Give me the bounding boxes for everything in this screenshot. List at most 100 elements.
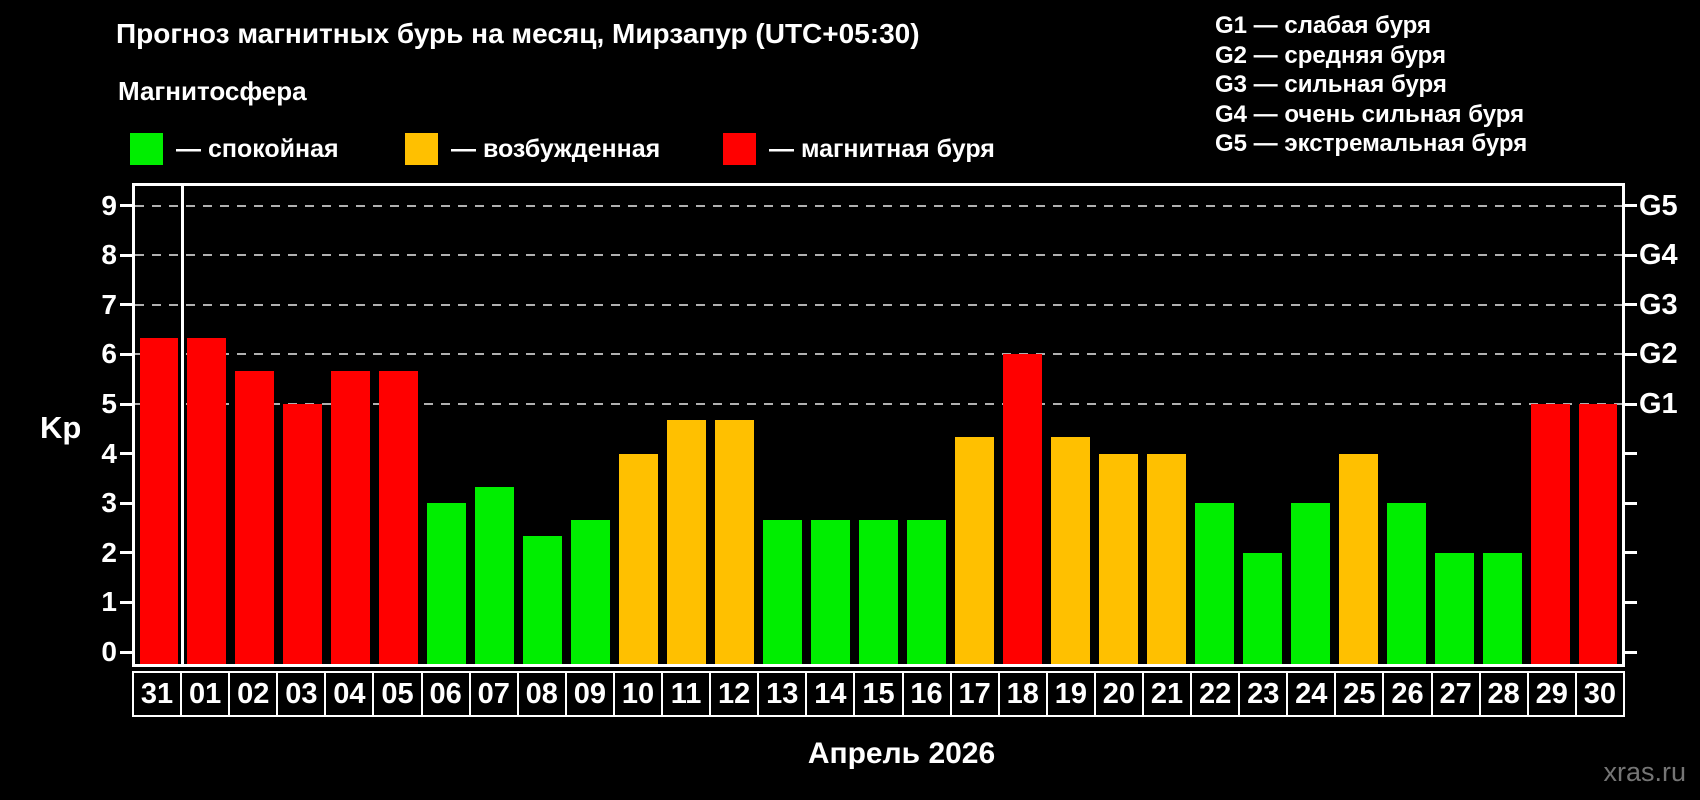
g-scale-legend: G1 — слабая буря G2 — средняя буря G3 — … bbox=[1215, 11, 1527, 159]
day-label-25: 25 bbox=[1334, 671, 1385, 717]
bar-day-25 bbox=[1338, 453, 1378, 664]
right-tick-9 bbox=[1625, 204, 1637, 208]
gridline-kp-7 bbox=[135, 303, 1622, 306]
right-tick-8 bbox=[1625, 253, 1637, 257]
day-label-22: 22 bbox=[1190, 671, 1241, 717]
bar-day-08 bbox=[523, 536, 563, 664]
bar-day-28 bbox=[1482, 552, 1522, 664]
day-label-27: 27 bbox=[1430, 671, 1481, 717]
active-label: — возбужденная bbox=[451, 134, 661, 163]
bar-day-15 bbox=[859, 519, 898, 664]
x-axis-title: Апрель 2026 bbox=[807, 737, 996, 770]
gridline-kp-6 bbox=[135, 353, 1622, 356]
legend-item-active: — возбужденная bbox=[405, 133, 660, 165]
day-label-18: 18 bbox=[997, 671, 1048, 717]
month-separator-line bbox=[181, 186, 185, 664]
g-scale-line-g3: G3 — сильная буря bbox=[1215, 71, 1447, 99]
g-scale-line-g4: G4 — очень сильная буря bbox=[1215, 100, 1525, 128]
chart-title: Прогноз магнитных бурь на месяц, Мирзапу… bbox=[116, 18, 920, 49]
bar-day-01 bbox=[187, 338, 227, 664]
x-axis-day-labels: 31 01 02 03 04 05 06 07 08 09 10 11 12 13 14 15 16 17 18 19… bbox=[132, 671, 1625, 717]
g-level-label-g1: G1 bbox=[1639, 388, 1678, 420]
day-label-23: 23 bbox=[1238, 671, 1289, 717]
day-label-31: 31 bbox=[132, 671, 183, 717]
quiet-color-swatch bbox=[130, 133, 163, 165]
quiet-label: — спокойная bbox=[176, 134, 339, 163]
right-tick-5 bbox=[1625, 402, 1637, 406]
bar-day-24 bbox=[1290, 503, 1330, 664]
legend-item-storm: — магнитная буря bbox=[723, 133, 995, 165]
y-tick-label-3: 3 bbox=[101, 487, 117, 519]
g-level-label-g4: G4 bbox=[1639, 239, 1678, 272]
gridline-kp-5 bbox=[135, 403, 1622, 405]
left-tick-4 bbox=[120, 452, 132, 456]
bar-day-26 bbox=[1386, 503, 1426, 664]
left-tick-2 bbox=[120, 551, 132, 555]
bar-day-02 bbox=[235, 370, 275, 664]
day-label-14: 14 bbox=[805, 671, 856, 717]
day-label-26: 26 bbox=[1382, 671, 1433, 717]
left-tick-1 bbox=[120, 600, 132, 604]
day-label-02: 02 bbox=[228, 671, 279, 717]
day-label-24: 24 bbox=[1286, 671, 1337, 717]
day-label-17: 17 bbox=[949, 671, 1000, 717]
bar-day-21 bbox=[1146, 453, 1186, 664]
day-label-05: 05 bbox=[372, 671, 423, 717]
day-label-30: 30 bbox=[1574, 671, 1625, 717]
day-label-28: 28 bbox=[1478, 671, 1529, 717]
left-tick-8 bbox=[120, 253, 132, 257]
day-label-12: 12 bbox=[709, 671, 760, 717]
bar-day-10 bbox=[619, 453, 659, 664]
day-label-03: 03 bbox=[276, 671, 327, 717]
bar-day-14 bbox=[811, 519, 850, 664]
g-scale-line-g1: G1 — слабая буря bbox=[1215, 12, 1432, 39]
left-tick-3 bbox=[120, 501, 132, 505]
right-tick-4 bbox=[1625, 452, 1637, 456]
bar-day-20 bbox=[1098, 453, 1138, 664]
bar-day-18 bbox=[1002, 354, 1042, 664]
day-label-20: 20 bbox=[1093, 671, 1144, 717]
day-label-09: 09 bbox=[564, 671, 615, 717]
day-label-15: 15 bbox=[853, 671, 904, 717]
right-tick-7 bbox=[1625, 303, 1637, 307]
day-label-21: 21 bbox=[1141, 671, 1193, 717]
bar-day-06 bbox=[427, 503, 467, 664]
y-tick-label-1: 1 bbox=[101, 586, 117, 618]
day-label-10: 10 bbox=[612, 671, 664, 717]
bar-day-03 bbox=[283, 404, 323, 664]
bar-day-23 bbox=[1242, 552, 1282, 664]
gridline-kp-8 bbox=[135, 254, 1622, 257]
bar-day-22 bbox=[1194, 503, 1234, 664]
bar-day-12 bbox=[715, 420, 755, 664]
g-scale-line-g2: G2 — средняя буря bbox=[1215, 41, 1446, 69]
day-label-06: 06 bbox=[420, 671, 471, 717]
y-tick-label-7: 7 bbox=[101, 288, 117, 320]
y-tick-label-6: 6 bbox=[101, 338, 117, 370]
g-level-label-g2: G2 bbox=[1639, 338, 1678, 371]
left-tick-0 bbox=[120, 650, 132, 654]
bar-day-29 bbox=[1530, 404, 1570, 664]
left-tick-9 bbox=[120, 204, 132, 208]
day-label-16: 16 bbox=[901, 671, 952, 717]
bar-day-27 bbox=[1434, 552, 1474, 664]
storm-color-swatch bbox=[723, 133, 756, 165]
day-label-13: 13 bbox=[757, 671, 808, 717]
bar-day-30 bbox=[1578, 404, 1618, 664]
g-level-label-g5: G5 bbox=[1639, 189, 1678, 222]
day-label-19: 19 bbox=[1045, 671, 1096, 717]
g-scale-line-g5: G5 — экстремальная буря bbox=[1215, 130, 1528, 158]
legend-item-quiet: — спокойная bbox=[130, 133, 339, 165]
left-tick-7 bbox=[120, 303, 132, 307]
bar-day-17 bbox=[954, 437, 994, 664]
day-label-11: 11 bbox=[661, 671, 712, 717]
day-label-08: 08 bbox=[516, 671, 567, 717]
right-tick-0 bbox=[1625, 650, 1637, 654]
plot-area: 0 1 2 3 4 5 6 7 8 9 G1 G2 G3 G4 G5 bbox=[101, 183, 1678, 667]
y-tick-label-9: 9 bbox=[101, 189, 117, 221]
right-tick-1 bbox=[1625, 600, 1637, 604]
y-tick-label-5: 5 bbox=[101, 388, 117, 419]
bar-day-11 bbox=[667, 420, 707, 664]
day-label-01: 01 bbox=[180, 671, 231, 717]
bar-day-05 bbox=[379, 370, 419, 664]
